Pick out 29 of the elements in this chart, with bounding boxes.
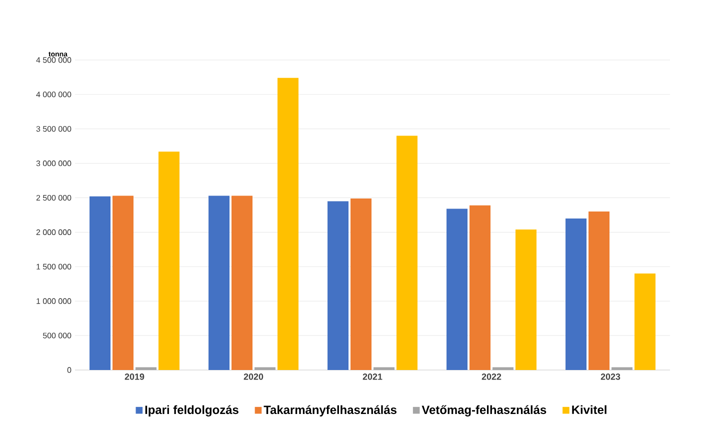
bar <box>515 229 536 370</box>
bar <box>350 198 372 370</box>
bar <box>396 136 418 370</box>
bar <box>112 196 134 370</box>
bar <box>158 152 180 370</box>
bar <box>374 367 394 370</box>
legend-label: Kivitel <box>572 405 606 414</box>
bar <box>446 208 468 370</box>
legend-label: Takarmányfelhasználás <box>264 405 396 416</box>
x-tick-label: 2021 <box>362 374 382 380</box>
bar <box>470 205 491 370</box>
x-tick-label: 2023 <box>600 374 620 380</box>
bar <box>277 78 298 370</box>
bar <box>328 201 349 370</box>
x-tick-label: 2019 <box>124 374 144 380</box>
legend-label: Vetőmag-felhasználás <box>422 405 546 416</box>
bar <box>588 212 610 370</box>
legend-label: Ipari feldolgozás <box>145 405 238 416</box>
bar <box>492 367 514 370</box>
bar <box>135 367 156 370</box>
bar <box>208 196 230 370</box>
bar <box>612 367 632 370</box>
bar <box>634 274 656 370</box>
bar <box>232 196 253 370</box>
bar <box>90 196 111 370</box>
x-tick-label: 2020 <box>244 374 264 380</box>
x-tick-label: 2022 <box>482 374 502 380</box>
bar <box>254 367 276 370</box>
bar <box>566 218 587 370</box>
